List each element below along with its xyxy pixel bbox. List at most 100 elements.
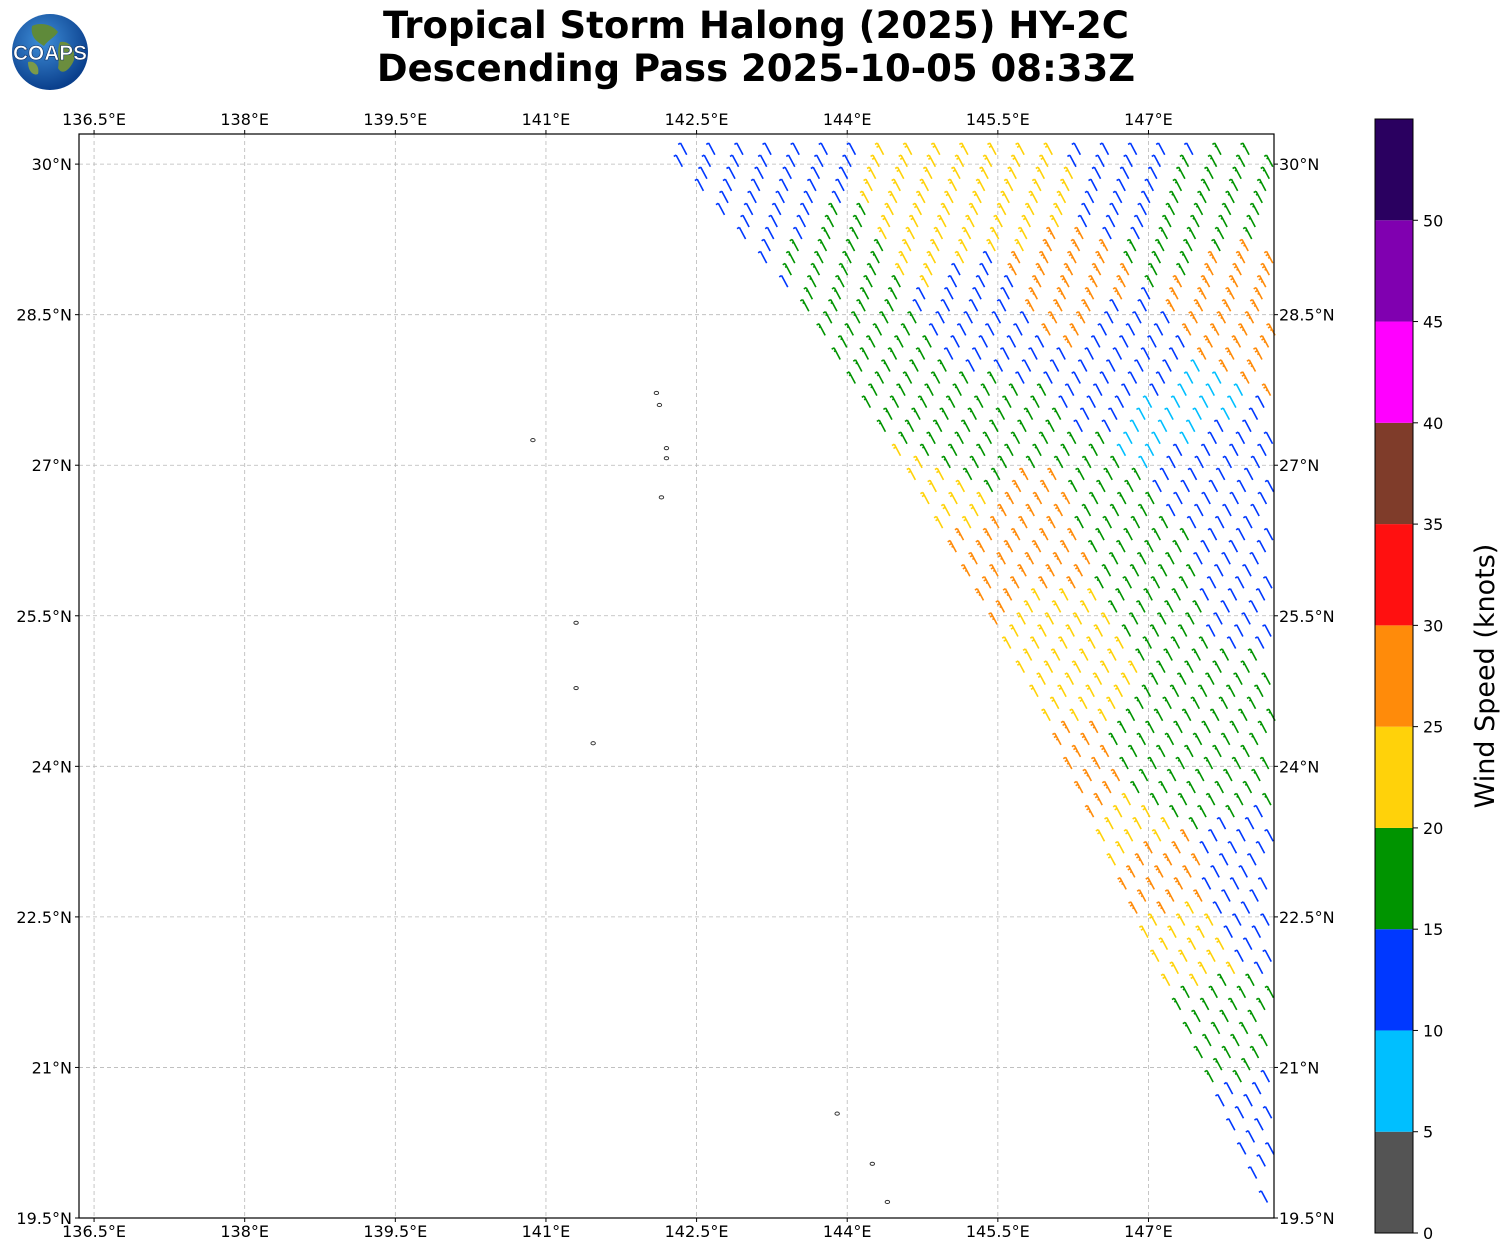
barb-shaft [1229, 841, 1238, 854]
barb-feather [792, 226, 797, 230]
barb-feather [1197, 961, 1201, 965]
barb-feather [1262, 575, 1267, 579]
barb-half-feather [1256, 687, 1259, 690]
barb-shaft [956, 154, 965, 168]
barb-half-feather [1166, 602, 1169, 606]
barb-half-feather [1192, 316, 1195, 320]
barb-feather [1239, 238, 1243, 242]
wind-barb [926, 154, 937, 168]
barb-feather [935, 310, 939, 314]
barb-feather [973, 395, 978, 399]
barb-shaft [1098, 479, 1106, 493]
barb-shaft [1011, 576, 1020, 589]
barb-shaft [675, 154, 684, 168]
wind-barb [1095, 527, 1105, 541]
wind-barb [1024, 298, 1035, 312]
barb-feather [1151, 828, 1155, 832]
barb-feather [1005, 181, 1009, 185]
barb-half-feather [1193, 1012, 1196, 1015]
barb-shaft [1255, 805, 1263, 818]
barb-shaft [1066, 672, 1075, 686]
barb-feather [782, 262, 786, 266]
wind-barb [917, 395, 928, 408]
barb-shaft [833, 347, 841, 360]
barb-feather [1231, 756, 1235, 760]
barb-shaft [1203, 1033, 1212, 1047]
wind-barb [1210, 865, 1220, 878]
barb-feather [1213, 612, 1217, 615]
barb-feather [1049, 696, 1053, 700]
wind-barb [1008, 383, 1019, 396]
barb-half-feather [853, 313, 856, 317]
wind-barb [1201, 1033, 1212, 1047]
barb-feather [1147, 166, 1152, 170]
barb-shaft [1031, 636, 1040, 649]
barb-feather [1168, 190, 1173, 194]
barb-half-feather [971, 458, 975, 461]
barb-feather [1225, 684, 1229, 688]
wind-barb [976, 491, 986, 505]
barb-feather [1135, 648, 1139, 651]
barb-feather [927, 157, 932, 161]
wind-barb [1109, 503, 1120, 517]
barb-shaft [992, 467, 1001, 481]
barb-feather [1088, 491, 1092, 495]
barb-half-feather [1010, 386, 1014, 389]
barb-feather [1069, 323, 1073, 326]
wind-barb [1185, 419, 1196, 433]
wind-barb [1150, 575, 1161, 589]
barb-shaft [759, 154, 768, 168]
wind-barb [1162, 696, 1172, 710]
barb-shaft [1181, 528, 1190, 541]
barb-shaft [848, 142, 857, 156]
barb-shaft [1097, 829, 1106, 842]
barb-half-feather [890, 289, 893, 293]
barb-shaft [1016, 239, 1024, 252]
barb-feather [1189, 313, 1193, 317]
barb-shaft [1073, 371, 1081, 384]
barb-feather [1182, 238, 1187, 242]
barb-feather [1233, 265, 1237, 269]
barb-shaft [1149, 166, 1158, 180]
barb-feather [1099, 371, 1103, 374]
barb-feather [1017, 419, 1021, 423]
barb-feather [1137, 503, 1141, 507]
barb-shaft [861, 347, 870, 360]
barb-feather [1211, 371, 1216, 374]
barb-feather [1049, 359, 1053, 362]
barb-feather [987, 142, 991, 146]
wind-barb [1201, 877, 1212, 890]
wind-barb [1095, 154, 1105, 168]
barb-shaft [703, 154, 712, 168]
wind-barb [1100, 612, 1111, 625]
barb-feather [1088, 178, 1092, 182]
lon-tick-label-top: 139.5°E [363, 110, 427, 129]
wind-barb [993, 214, 1003, 228]
barb-shaft [939, 359, 947, 372]
barb-feather [1036, 672, 1040, 676]
barb-shaft [1218, 973, 1227, 987]
wind-barb [1122, 575, 1133, 589]
wind-barb [902, 142, 913, 156]
barb-shaft [749, 190, 757, 204]
barb-feather [1112, 804, 1116, 808]
barb-feather [1034, 335, 1038, 338]
wind-barb [1216, 973, 1227, 987]
barb-half-feather [837, 277, 840, 281]
barb-half-feather [1184, 711, 1187, 714]
barb-feather [931, 241, 935, 245]
lat-ticks-right: 30°N28.5°N27°N25.5°N24°N22.5°N21°N19.5°N [1274, 155, 1335, 1228]
barb-shaft [1242, 901, 1251, 914]
wind-barb [1212, 744, 1222, 758]
wind-barb [1116, 443, 1127, 457]
wind-barb [1258, 1190, 1269, 1203]
wind-barb [1143, 840, 1153, 854]
barb-shaft [957, 479, 966, 493]
barb-shaft [1067, 624, 1075, 637]
barb-half-feather [1235, 675, 1238, 678]
barb-feather [1060, 443, 1064, 447]
barb-shaft [1079, 359, 1088, 372]
barb-half-feather [1008, 497, 1011, 500]
wind-barb [1136, 551, 1147, 565]
wind-barb [1263, 154, 1274, 168]
